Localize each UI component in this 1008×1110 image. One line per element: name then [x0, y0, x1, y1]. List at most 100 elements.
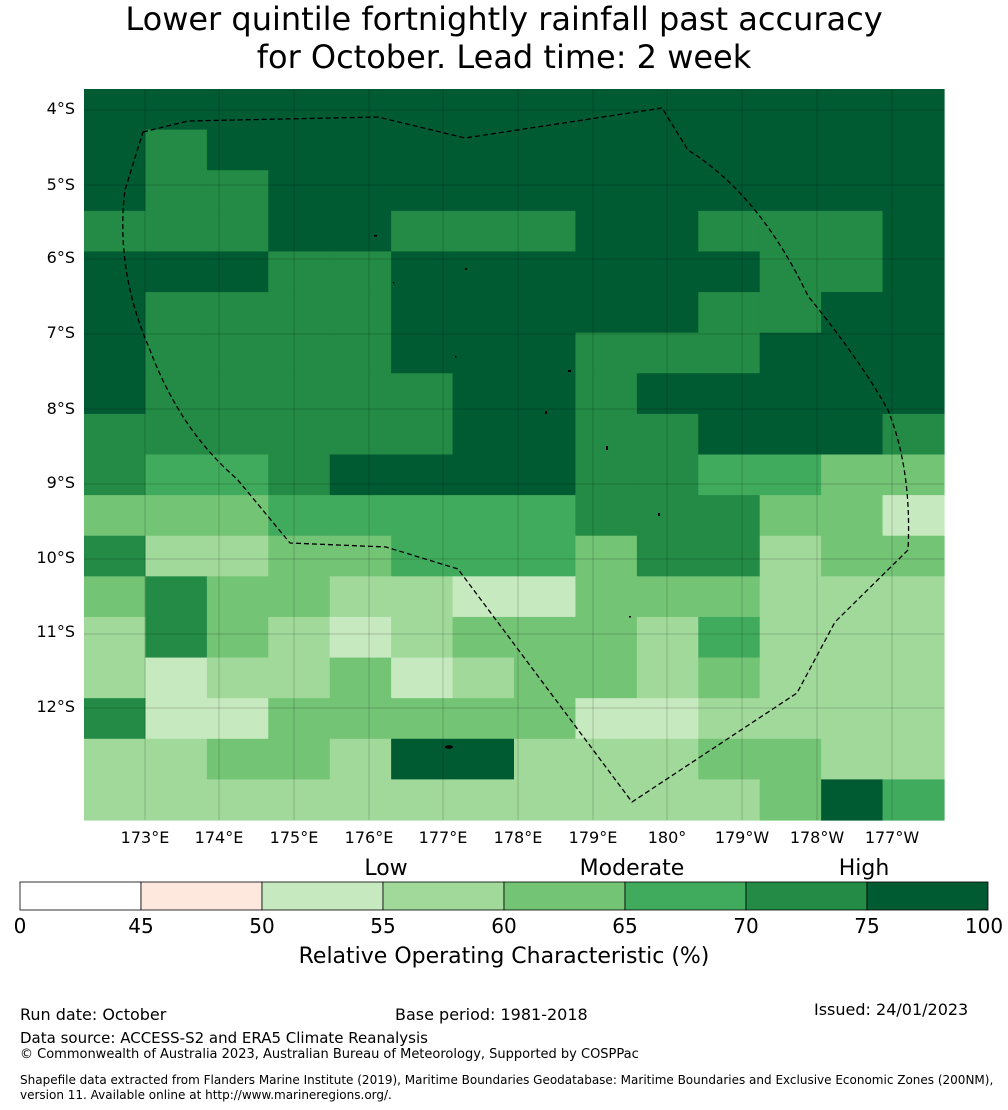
grid-cell [268, 657, 331, 699]
grid-cell [452, 657, 515, 699]
title-line-2: for October. Lead time: 2 week [256, 38, 752, 76]
grid-cell [759, 657, 822, 699]
grid-cell [391, 129, 454, 171]
grid-cell [759, 251, 822, 293]
grid-cell [268, 535, 331, 577]
grid-cell [84, 576, 147, 618]
grid-cell [759, 779, 822, 821]
grid-cell [636, 779, 699, 821]
grid-cell [514, 251, 577, 293]
grid-cell [84, 779, 147, 821]
lat-label: 8°S [46, 399, 75, 418]
grid-cell [84, 616, 147, 659]
grid-cell [698, 779, 761, 821]
grid-cell [391, 292, 454, 334]
grid-cell [329, 576, 392, 618]
grid-cell [329, 454, 392, 496]
grid-cell [206, 332, 269, 374]
grid-cell [514, 576, 577, 618]
grid-cell [145, 698, 208, 740]
lat-label: 5°S [46, 175, 75, 194]
grid-cell [759, 535, 822, 577]
grid-cell [206, 576, 269, 618]
grid-cell [821, 89, 884, 131]
grid-cell [698, 576, 761, 618]
grid-cell [821, 413, 884, 456]
grid-cell [391, 576, 454, 618]
grid-cell [882, 89, 945, 131]
grid-cell [636, 129, 699, 171]
grid-cell [268, 454, 331, 496]
grid-cell [636, 454, 699, 496]
grid-cell [84, 535, 147, 577]
grid-cell [636, 616, 699, 659]
colorbar-tick: 55 [370, 914, 396, 938]
grid-cell [268, 616, 331, 659]
grid-cell [452, 373, 515, 415]
grid-cell [452, 535, 515, 577]
grid-cell [206, 170, 269, 212]
grid-cell [575, 129, 638, 171]
grid-cell [759, 210, 822, 253]
grid-cell [145, 779, 208, 821]
grid-cell [452, 576, 515, 618]
grid-cell [268, 170, 331, 212]
grid-cell [821, 616, 884, 659]
grid-cell [698, 129, 761, 171]
lon-label: 177°E [418, 828, 468, 847]
grid-cell [821, 129, 884, 171]
grid-cell [391, 698, 454, 740]
lon-label: 180° [647, 828, 687, 847]
grid-cell [268, 292, 331, 334]
grid-cell [329, 495, 392, 537]
lat-label: 9°S [46, 473, 75, 492]
grid-cell [821, 738, 884, 780]
grid-cell [514, 495, 577, 537]
colorbar-tick: 50 [249, 914, 275, 938]
grid-cell [575, 292, 638, 334]
grid-cell [575, 210, 638, 253]
lat-label: 6°S [46, 248, 75, 267]
grid-cell [821, 373, 884, 415]
grid-cell [759, 129, 822, 171]
grid-cell [514, 779, 577, 821]
grid-cell [452, 332, 515, 374]
grid-cell [329, 332, 392, 374]
grid-cell [84, 495, 147, 537]
grid-cell [759, 373, 822, 415]
grid-cell [882, 251, 945, 293]
grid-cell [514, 616, 577, 659]
grid-cell [636, 657, 699, 699]
grid-cell [206, 616, 269, 659]
issued-date: Issued: 24/01/2023 [814, 1000, 969, 1019]
grid-cell [391, 535, 454, 577]
grid-cell [698, 373, 761, 415]
lon-label: 174°E [194, 828, 244, 847]
grid-cell [636, 413, 699, 456]
grid-cell [636, 698, 699, 740]
colorbar-tick: 100 [964, 914, 1004, 938]
grid-cell [452, 89, 515, 131]
grid-cell [821, 454, 884, 496]
lon-label: 176°E [344, 828, 394, 847]
colorbar-segment [19, 881, 142, 911]
grid-cell [821, 251, 884, 293]
grid-cell [391, 738, 454, 780]
grid-cell [575, 779, 638, 821]
grid-cell [206, 210, 269, 253]
grid-cell [329, 657, 392, 699]
copyright: © Commonwealth of Australia 2023, Austra… [20, 1047, 639, 1062]
grid-cell [206, 779, 269, 821]
grid-cell [882, 454, 945, 496]
grid-cell [391, 413, 454, 456]
grid-cell [698, 292, 761, 334]
grid-cell [268, 738, 331, 780]
grid-cell [636, 332, 699, 374]
grid-cell [575, 454, 638, 496]
grid-cell [514, 535, 577, 577]
grid-cell [206, 373, 269, 415]
grid-cell [145, 413, 208, 456]
category-high: High [838, 856, 890, 881]
grid-cell [514, 738, 577, 780]
title-line-1: Lower quintile fortnightly rainfall past… [125, 0, 883, 38]
